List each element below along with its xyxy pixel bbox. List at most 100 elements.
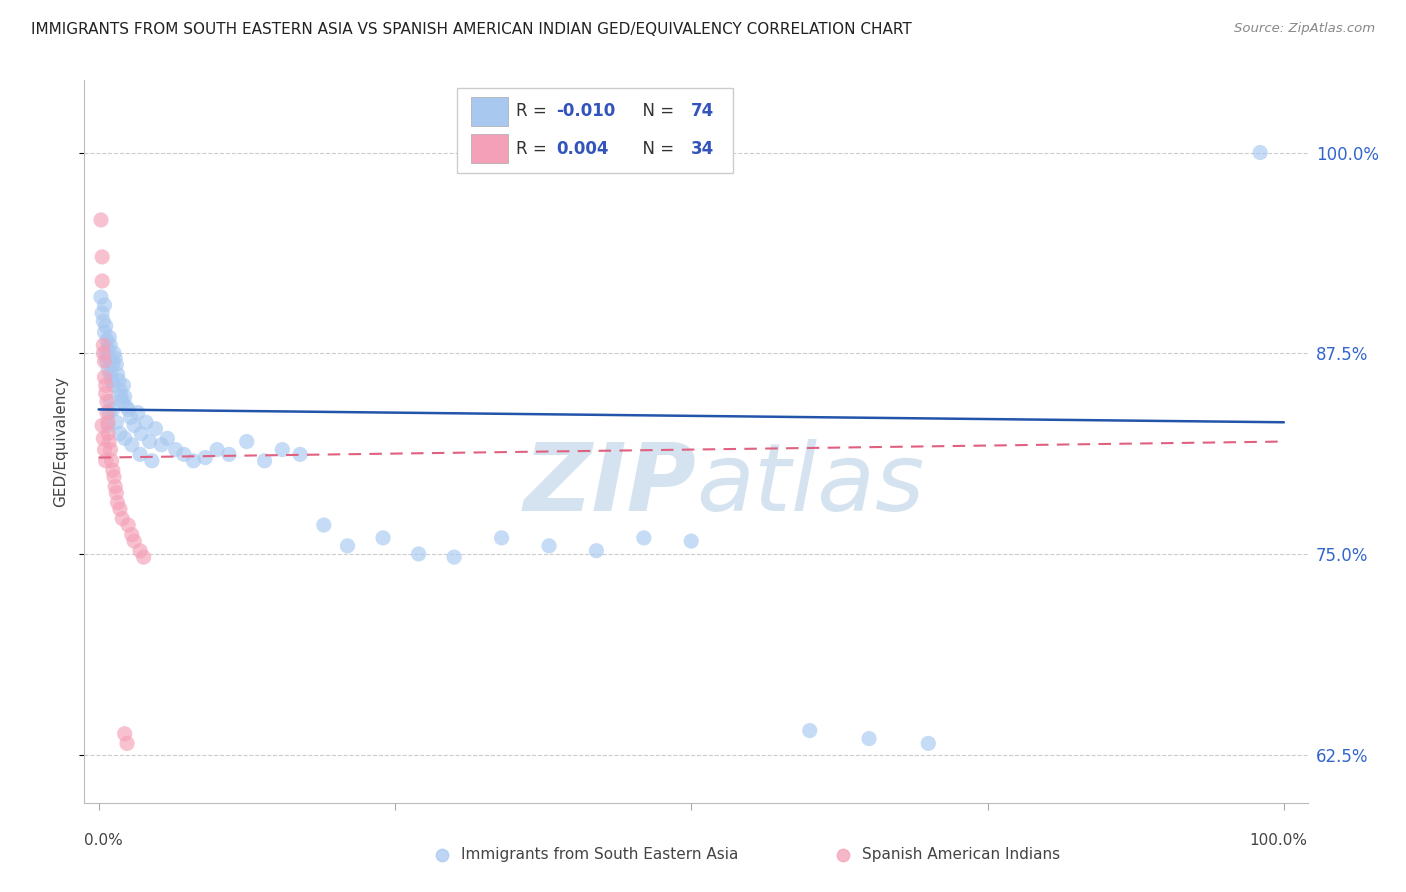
- Point: [156, 431, 179, 445]
- Point: [235, 434, 257, 449]
- Point: [194, 450, 217, 465]
- Text: -0.010: -0.010: [557, 103, 616, 120]
- Point: [97, 362, 120, 376]
- Point: [120, 410, 142, 425]
- Point: [681, 534, 703, 549]
- Text: R =: R =: [516, 140, 553, 158]
- Point: [115, 736, 138, 750]
- Point: [98, 406, 121, 420]
- Point: [96, 354, 118, 368]
- Point: [103, 346, 125, 360]
- Point: [117, 402, 139, 417]
- Point: [129, 543, 152, 558]
- Point: [165, 442, 187, 457]
- Point: [371, 531, 394, 545]
- Point: [100, 338, 122, 352]
- Point: [121, 527, 143, 541]
- Point: [97, 342, 120, 356]
- Point: [132, 550, 155, 565]
- Point: [218, 447, 240, 461]
- Y-axis label: GED/Equivalency: GED/Equivalency: [53, 376, 69, 507]
- Point: [96, 406, 118, 420]
- Point: [491, 531, 513, 545]
- Point: [173, 447, 195, 461]
- Point: [205, 442, 228, 457]
- Point: [127, 406, 149, 420]
- Text: Spanish American Indians: Spanish American Indians: [862, 847, 1060, 863]
- Point: [91, 250, 114, 264]
- Point: [94, 346, 117, 360]
- Point: [107, 367, 129, 381]
- Point: [108, 383, 131, 397]
- Point: [633, 531, 655, 545]
- Point: [129, 426, 152, 441]
- Point: [90, 213, 112, 227]
- Point: [97, 415, 120, 429]
- Point: [141, 454, 163, 468]
- Point: [91, 431, 114, 445]
- Point: [91, 418, 114, 433]
- FancyBboxPatch shape: [471, 135, 508, 163]
- Text: 0.0%: 0.0%: [84, 833, 124, 848]
- Point: [1249, 145, 1271, 160]
- Point: [101, 358, 124, 372]
- Point: [91, 346, 114, 360]
- Point: [112, 378, 135, 392]
- Point: [94, 454, 117, 468]
- Point: [858, 731, 880, 746]
- Point: [115, 399, 138, 413]
- Point: [97, 426, 120, 441]
- Point: [97, 418, 120, 433]
- Point: [336, 539, 359, 553]
- Point: [100, 374, 122, 388]
- Point: [107, 495, 129, 509]
- Point: [105, 486, 128, 500]
- Point: [94, 318, 117, 333]
- Point: [100, 367, 122, 381]
- Point: [183, 454, 205, 468]
- Point: [98, 434, 121, 449]
- Point: [93, 370, 115, 384]
- Text: 74: 74: [692, 103, 714, 120]
- Point: [271, 442, 294, 457]
- Point: [96, 334, 118, 348]
- Point: [122, 418, 145, 433]
- Point: [101, 463, 124, 477]
- Point: [91, 306, 114, 320]
- Point: [121, 438, 143, 452]
- Point: [108, 426, 131, 441]
- Point: [103, 378, 125, 392]
- Point: [105, 415, 128, 429]
- Point: [93, 442, 115, 457]
- Point: [129, 447, 152, 461]
- Point: [111, 394, 134, 409]
- Point: [117, 518, 139, 533]
- Point: [114, 390, 136, 404]
- Point: [799, 723, 821, 738]
- Point: [443, 550, 465, 565]
- Point: [253, 454, 276, 468]
- Point: [96, 394, 118, 409]
- Text: Immigrants from South Eastern Asia: Immigrants from South Eastern Asia: [461, 847, 738, 863]
- Point: [408, 547, 430, 561]
- Point: [94, 378, 117, 392]
- Point: [107, 374, 129, 388]
- Text: 100.0%: 100.0%: [1250, 833, 1308, 848]
- Point: [312, 518, 335, 533]
- Point: [103, 470, 125, 484]
- Point: [98, 351, 121, 365]
- Point: [105, 358, 128, 372]
- Point: [110, 390, 132, 404]
- Point: [93, 298, 115, 312]
- Text: ZIP: ZIP: [523, 439, 696, 531]
- Point: [150, 438, 173, 452]
- Text: 0.004: 0.004: [557, 140, 609, 158]
- Point: [91, 274, 114, 288]
- Point: [585, 543, 607, 558]
- Point: [90, 290, 112, 304]
- Point: [288, 447, 311, 461]
- Point: [93, 326, 115, 340]
- Text: N =: N =: [633, 103, 679, 120]
- Point: [114, 727, 136, 741]
- FancyBboxPatch shape: [471, 97, 508, 126]
